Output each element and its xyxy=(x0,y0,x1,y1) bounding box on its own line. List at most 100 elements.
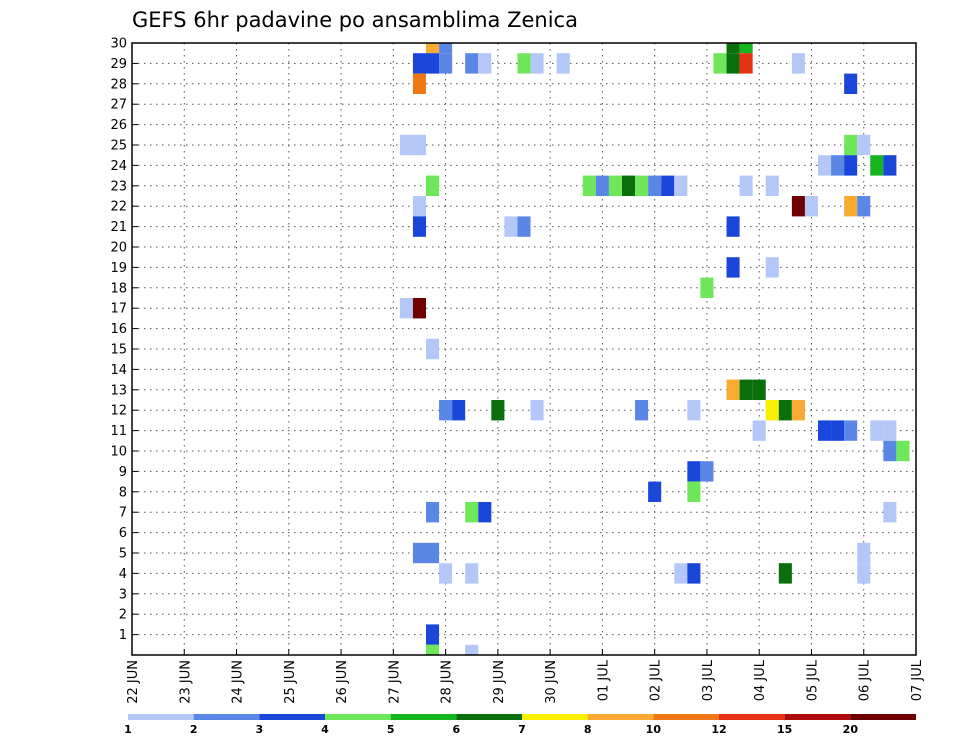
precip-cell xyxy=(844,155,858,176)
y-tick-label: 5 xyxy=(119,547,127,562)
precip-cell xyxy=(608,175,622,196)
precip-cell xyxy=(844,196,858,217)
precip-cell xyxy=(622,175,636,196)
precip-cell xyxy=(804,196,818,217)
legend-swatch xyxy=(587,714,654,720)
precip-cell xyxy=(818,155,832,176)
precip-cell xyxy=(844,134,858,156)
precip-cell xyxy=(412,298,426,319)
precip-cell xyxy=(661,175,675,196)
y-axis-ticks: 1234567891011121314151617181920212223242… xyxy=(110,37,138,643)
precip-cell xyxy=(765,400,779,421)
precipitation-cells xyxy=(399,43,910,655)
x-tick-label: 28 JUN xyxy=(440,660,455,704)
y-tick-label: 7 xyxy=(119,506,127,521)
precip-cell xyxy=(465,502,479,523)
chart-title: GEFS 6hr padavine po ansamblima Zenica xyxy=(132,8,578,32)
legend-swatch xyxy=(522,714,588,720)
precip-cell xyxy=(883,502,897,523)
precip-cell xyxy=(648,175,662,196)
x-tick-label: 03 JUL xyxy=(701,659,716,701)
precip-cell xyxy=(426,43,440,54)
precip-cell xyxy=(412,134,426,156)
y-tick-label: 29 xyxy=(110,57,127,72)
x-tick-label: 22 JUN xyxy=(126,660,141,704)
precip-cell xyxy=(726,43,740,54)
precip-cell xyxy=(791,400,805,421)
precip-cell xyxy=(426,53,440,74)
y-tick-label: 12 xyxy=(110,404,127,419)
precip-cell xyxy=(765,257,779,278)
precip-cell xyxy=(844,420,858,441)
x-tick-label: 06 JUL xyxy=(858,659,873,701)
precip-cell xyxy=(857,542,871,564)
precip-cell xyxy=(739,379,753,400)
precip-cell xyxy=(674,563,688,584)
y-tick-label: 30 xyxy=(110,37,127,52)
legend-label: 10 xyxy=(646,723,662,736)
precip-cell xyxy=(530,53,544,74)
precip-cell xyxy=(426,644,440,655)
precip-cell xyxy=(896,440,910,462)
x-tick-label: 30 JUN xyxy=(544,660,559,704)
color-legend: 1 2 3 4 5 6 7 8 10 12 15 20 xyxy=(124,714,916,736)
precip-cell xyxy=(399,134,413,156)
precip-cell xyxy=(412,216,426,237)
legend-swatch xyxy=(325,714,391,720)
precip-cell xyxy=(778,563,792,584)
y-tick-label: 24 xyxy=(110,159,127,174)
x-tick-label: 04 JUL xyxy=(753,659,768,701)
y-tick-label: 18 xyxy=(110,281,127,296)
x-tick-label: 25 JUN xyxy=(283,660,298,704)
legend-swatch xyxy=(719,714,785,720)
precip-cell xyxy=(674,175,688,196)
precip-cell xyxy=(818,420,832,441)
precip-cell xyxy=(426,175,440,196)
precip-cell xyxy=(687,461,701,482)
precip-cell xyxy=(791,196,805,217)
y-tick-label: 2 xyxy=(119,608,127,623)
precip-cell xyxy=(844,73,858,94)
precip-cell xyxy=(687,481,701,502)
x-tick-label: 23 JUN xyxy=(178,660,193,704)
precip-cell xyxy=(595,175,609,196)
precip-cell xyxy=(465,644,479,655)
y-tick-label: 9 xyxy=(119,465,127,480)
precip-cell xyxy=(752,420,766,441)
precip-cell xyxy=(412,53,426,74)
y-tick-label: 23 xyxy=(110,179,127,194)
x-tick-label: 01 JUL xyxy=(596,659,611,701)
legend-label: 5 xyxy=(387,723,395,736)
precip-cell xyxy=(426,338,440,360)
precip-cell xyxy=(478,53,492,74)
x-tick-label: 27 JUN xyxy=(387,660,402,704)
legend-swatch xyxy=(128,714,194,720)
precip-cell xyxy=(517,216,531,237)
precip-cell xyxy=(648,481,662,502)
y-tick-label: 14 xyxy=(110,363,127,378)
precip-cell xyxy=(517,53,531,74)
precip-cell xyxy=(883,155,897,176)
y-tick-label: 1 xyxy=(119,628,127,643)
precip-cell xyxy=(739,53,753,74)
precip-cell xyxy=(426,542,440,564)
precip-cell xyxy=(857,563,871,584)
precip-cell xyxy=(857,196,871,217)
x-tick-label: 29 JUN xyxy=(492,660,507,704)
precip-cell xyxy=(426,502,440,523)
x-tick-label: 05 JUL xyxy=(805,659,820,701)
legend-label: 1 xyxy=(124,723,132,736)
precip-cell xyxy=(465,563,479,584)
legend-label: 3 xyxy=(256,723,264,736)
legend-swatch xyxy=(259,714,325,720)
precip-cell xyxy=(791,53,805,74)
legend-label: 4 xyxy=(321,723,329,736)
y-tick-label: 26 xyxy=(110,118,127,133)
precip-cell xyxy=(439,43,453,54)
y-tick-label: 3 xyxy=(119,587,127,602)
y-tick-label: 21 xyxy=(110,220,127,235)
legend-label: 8 xyxy=(584,723,592,736)
precip-cell xyxy=(726,257,740,278)
precip-cell xyxy=(465,53,479,74)
